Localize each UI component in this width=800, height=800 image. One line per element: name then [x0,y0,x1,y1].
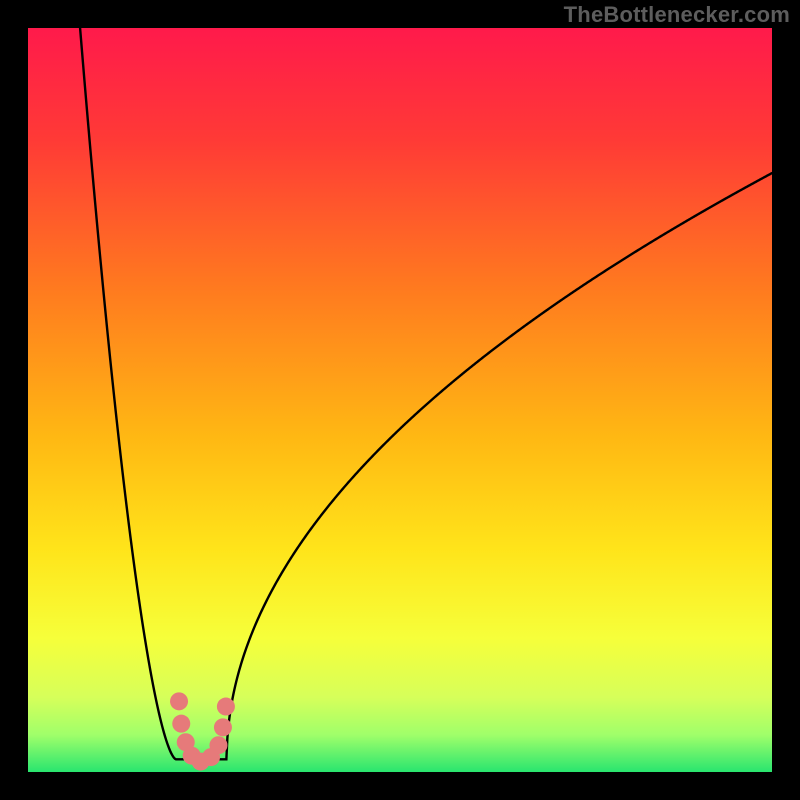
highlight-dot [172,715,190,733]
highlight-dot [209,736,227,754]
highlight-dot [214,718,232,736]
highlight-dot [170,692,188,710]
bottleneck-chart [0,0,800,800]
watermark-text: TheBottlenecker.com [564,2,790,28]
plot-background [28,28,772,772]
figure-root: TheBottlenecker.com [0,0,800,800]
highlight-dot [217,698,235,716]
